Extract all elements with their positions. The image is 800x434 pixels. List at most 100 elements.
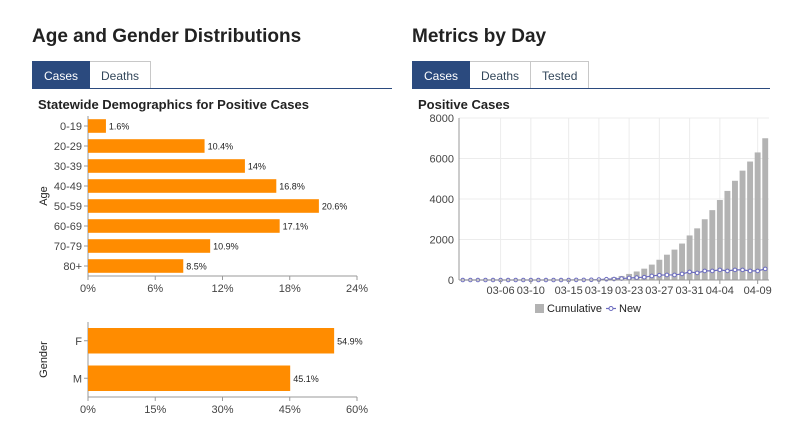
bar xyxy=(88,365,291,391)
x-tick-label: 45% xyxy=(279,404,301,416)
data-label: 14% xyxy=(248,162,266,172)
new-point xyxy=(732,267,738,273)
x-tick-label: 04-09 xyxy=(744,285,772,297)
legend-new-label: New xyxy=(619,303,641,315)
cumulative-bar xyxy=(732,180,738,280)
cumulative-bar xyxy=(656,259,663,280)
new-point xyxy=(725,268,730,274)
x-tick-label: 03-15 xyxy=(555,285,583,297)
new-point xyxy=(634,275,639,280)
x-tick-label: 03-10 xyxy=(517,285,545,297)
new-point xyxy=(755,268,760,274)
cumulative-bar xyxy=(716,200,723,280)
y-tick-label: 50-59 xyxy=(54,201,82,213)
demographics-chart-title: Statewide Demographics for Positive Case… xyxy=(38,97,309,112)
cumulative-bar xyxy=(671,249,678,280)
cumulative-bar xyxy=(709,210,716,280)
bar xyxy=(88,179,277,193)
y-tick-label: 6000 xyxy=(430,154,454,166)
y-tick-label: 4000 xyxy=(430,194,454,206)
metrics-tabs: Cases Deaths Tested xyxy=(412,61,590,89)
new-point xyxy=(687,269,692,275)
age-gender-tabs: Cases Deaths xyxy=(32,61,152,89)
bar xyxy=(88,259,184,273)
x-tick-label: 03-19 xyxy=(585,285,613,297)
legend-cumulative-label: Cumulative xyxy=(547,303,602,315)
y-tick-label: 70-79 xyxy=(54,241,82,253)
x-tick-label: 04-04 xyxy=(706,285,734,297)
new-point xyxy=(672,272,677,278)
new-point xyxy=(717,267,723,273)
tab-underline xyxy=(32,88,392,89)
x-tick-label: 03-31 xyxy=(676,285,704,297)
data-label: 54.9% xyxy=(337,336,363,346)
x-tick-label: 03-27 xyxy=(645,285,673,297)
cumulative-bar xyxy=(641,268,648,280)
new-point xyxy=(649,273,655,279)
x-tick-label: 0% xyxy=(80,283,96,295)
tab-underline xyxy=(412,88,770,89)
y-tick-label: 20-29 xyxy=(54,141,82,153)
y-tick-label: 80+ xyxy=(63,261,82,273)
data-label: 10.9% xyxy=(213,242,239,252)
x-tick-label: 18% xyxy=(279,283,301,295)
cumulative-bar xyxy=(754,152,761,280)
y-tick-label: M xyxy=(73,373,82,385)
x-tick-label: 03-06 xyxy=(487,285,515,297)
metrics-by-day-title: Metrics by Day xyxy=(412,26,547,47)
data-label: 20.6% xyxy=(322,202,348,212)
tab-cases[interactable]: Cases xyxy=(412,61,471,89)
tab-deaths[interactable]: Deaths xyxy=(470,61,532,89)
bar xyxy=(88,139,205,153)
bar xyxy=(88,119,106,133)
cumulative-bar xyxy=(648,264,655,280)
y-tick-label: F xyxy=(75,336,82,348)
y-axis-title: Gender xyxy=(38,341,50,378)
y-tick-label: 8000 xyxy=(430,113,454,125)
new-point xyxy=(626,275,632,281)
legend-new-marker xyxy=(608,306,614,311)
new-point xyxy=(702,268,708,274)
cumulative-bar xyxy=(701,219,708,280)
new-point xyxy=(709,268,715,274)
y-axis-title: Age xyxy=(38,186,50,206)
age-gender-title: Age and Gender Distributions xyxy=(32,26,302,47)
x-tick-label: 6% xyxy=(147,283,163,295)
new-point xyxy=(664,272,670,278)
cumulative-bar xyxy=(762,138,769,280)
cumulative-bar xyxy=(679,243,685,280)
bar xyxy=(88,159,245,173)
bar xyxy=(88,219,280,233)
cumulative-bar xyxy=(694,228,701,280)
bar xyxy=(88,239,211,253)
y-tick-label: 60-69 xyxy=(54,221,82,233)
positive-cases-chart-title: Positive Cases xyxy=(418,97,510,112)
x-tick-label: 12% xyxy=(211,283,233,295)
data-label: 16.8% xyxy=(279,182,305,192)
data-label: 1.6% xyxy=(109,122,130,132)
legend-cumulative-swatch xyxy=(535,304,544,313)
y-tick-label: 40-49 xyxy=(54,181,82,193)
bar xyxy=(88,199,319,213)
data-label: 8.5% xyxy=(186,262,207,272)
data-label: 45.1% xyxy=(293,374,319,384)
y-tick-label: 2000 xyxy=(430,235,454,247)
cumulative-bar xyxy=(663,254,670,280)
x-tick-label: 15% xyxy=(144,404,166,416)
cumulative-bar xyxy=(747,161,754,280)
cumulative-bar xyxy=(686,235,693,280)
data-label: 10.4% xyxy=(208,142,234,152)
new-point xyxy=(762,266,768,272)
bar xyxy=(88,328,335,354)
x-tick-label: 24% xyxy=(346,283,368,295)
x-tick-label: 30% xyxy=(211,404,233,416)
x-tick-label: 0% xyxy=(80,404,96,416)
y-tick-label: 0-19 xyxy=(60,121,82,133)
x-tick-label: 60% xyxy=(346,404,368,416)
new-point xyxy=(740,267,745,273)
new-point xyxy=(679,271,685,277)
tab-deaths[interactable]: Deaths xyxy=(90,61,152,89)
new-point xyxy=(694,270,700,276)
x-tick-label: 03-23 xyxy=(615,285,643,297)
